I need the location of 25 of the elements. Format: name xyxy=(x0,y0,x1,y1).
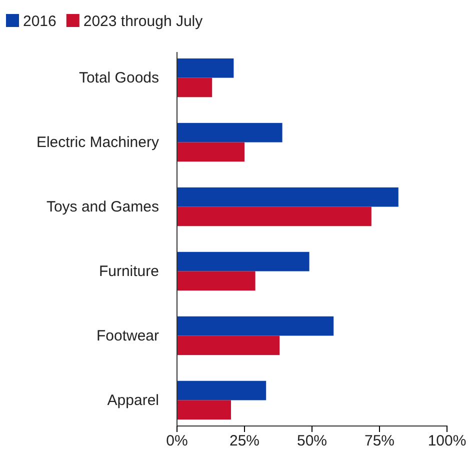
legend-label: 2016 xyxy=(23,13,56,30)
y-tick-label: Apparel xyxy=(107,392,159,410)
x-tick-label: 100% xyxy=(428,432,466,450)
x-tick-label: 75% xyxy=(364,432,395,450)
bar xyxy=(177,316,334,336)
x-tick-label: 0% xyxy=(166,432,188,450)
bar xyxy=(177,206,372,226)
legend-label: 2023 through July xyxy=(83,13,204,30)
bar xyxy=(177,58,234,78)
bar xyxy=(177,122,282,142)
x-tick-label: 50% xyxy=(296,432,328,450)
bar xyxy=(177,271,256,291)
y-tick-label: Electric Machinery xyxy=(36,134,160,152)
bar xyxy=(177,187,398,207)
y-tick-label: Total Goods xyxy=(78,70,159,87)
bar xyxy=(177,78,212,98)
bar xyxy=(177,380,266,400)
y-tick-label: Furniture xyxy=(98,263,159,280)
bar xyxy=(177,252,310,272)
y-tick-label: Toys and Games xyxy=(46,198,159,216)
bar xyxy=(177,142,244,162)
bar xyxy=(177,400,231,420)
bar xyxy=(177,336,280,356)
x-tick-label: 25% xyxy=(229,432,260,450)
y-tick-label: Footwear xyxy=(96,328,159,345)
